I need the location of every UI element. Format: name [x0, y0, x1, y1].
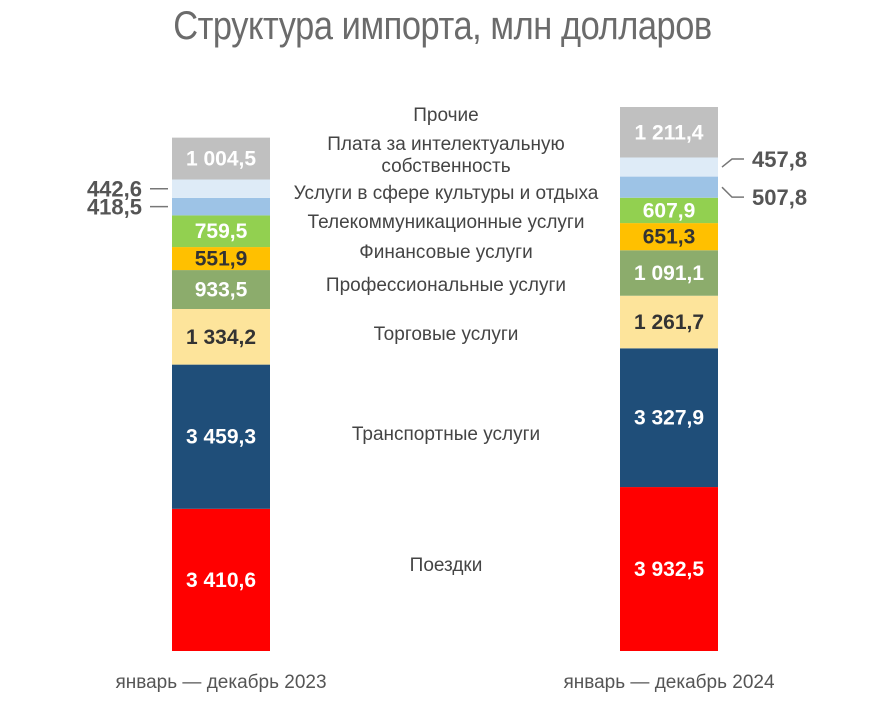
bar-segment — [172, 270, 270, 309]
bar-segment — [172, 364, 270, 509]
data-label: 1 261,7 — [634, 311, 704, 334]
bar-segment — [172, 508, 270, 651]
data-label: 1 334,2 — [186, 326, 256, 349]
bar-segment — [172, 137, 270, 180]
bar-segment — [172, 308, 270, 365]
series-label: Прочие — [413, 105, 478, 126]
data-label: 651,3 — [643, 226, 696, 249]
bar-segment — [620, 487, 718, 651]
chart-title: Структура импорта, млн долларов — [173, 4, 712, 48]
bar-segment — [620, 348, 718, 488]
data-label: 607,9 — [643, 199, 696, 222]
bar-segment — [620, 107, 718, 158]
leader-line — [721, 186, 744, 198]
bar-segment — [172, 247, 270, 271]
data-label: 3 410,6 — [186, 569, 256, 592]
leader-line — [721, 158, 744, 168]
series-label: Телекоммуникационные услуги — [308, 212, 585, 233]
bar-segment — [172, 215, 270, 248]
bar-segment — [620, 157, 718, 177]
data-label: 3 932,5 — [634, 558, 704, 581]
bar-segment — [620, 223, 718, 251]
x-tick-label: январь — декабрь 2023 — [115, 672, 326, 693]
bar-segment — [620, 295, 718, 349]
series-label: Поездки — [410, 555, 483, 576]
bar-segment — [172, 179, 270, 198]
data-label: 759,5 — [195, 220, 248, 243]
series-label: собственность — [381, 156, 510, 177]
series-label: Финансовые услуги — [359, 242, 532, 263]
data-label: 1 004,5 — [186, 148, 256, 171]
data-label: 3 459,3 — [186, 426, 256, 449]
data-label: 3 327,9 — [634, 407, 704, 430]
bar-segment — [620, 250, 718, 296]
bar-segment — [172, 197, 270, 216]
bar-segment — [620, 197, 718, 224]
data-label: 507,8 — [752, 185, 807, 210]
series-label: Услуги в сфере культуры и отдыха — [294, 183, 599, 204]
data-label: 418,5 — [87, 195, 142, 220]
data-label: 933,5 — [195, 279, 248, 302]
series-label: Торговые услуги — [374, 324, 519, 345]
series-label: Профессиональные услуги — [326, 275, 566, 296]
data-label: 442,6 — [87, 177, 142, 202]
series-label: Плата за интелектуальную — [327, 134, 565, 155]
data-label: 457,8 — [752, 147, 807, 172]
x-tick-label: январь — декабрь 2024 — [563, 672, 775, 693]
data-label: 551,9 — [195, 248, 248, 271]
series-label: Транспортные услуги — [352, 424, 540, 445]
bar-segment — [620, 176, 718, 198]
data-label: 1 211,4 — [635, 121, 704, 144]
data-label: 1 091,1 — [634, 262, 704, 285]
